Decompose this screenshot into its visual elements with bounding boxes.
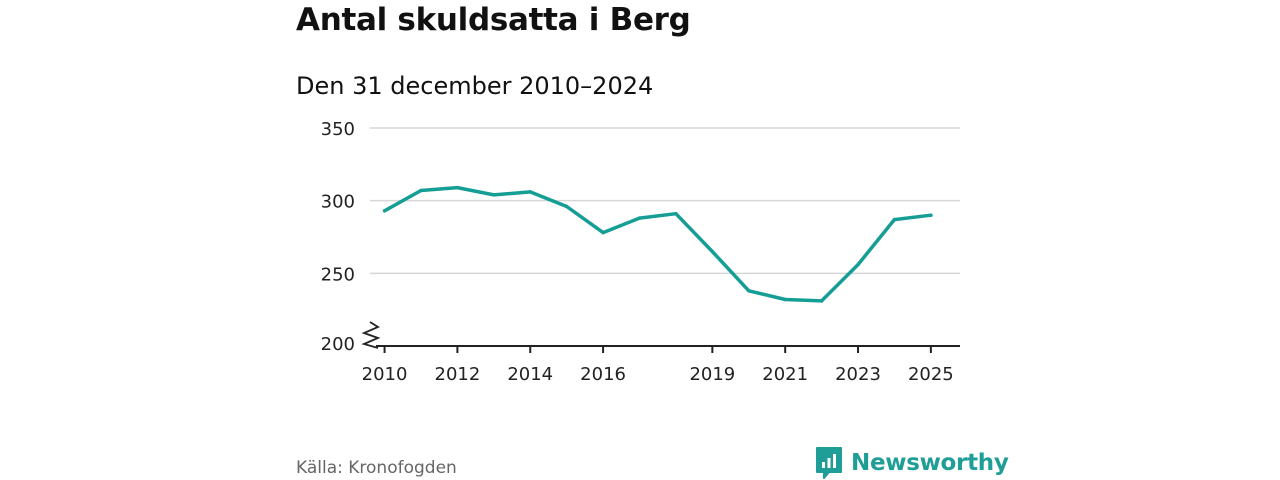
- data-point-2015: [564, 204, 569, 209]
- series-line-0: [382, 185, 933, 303]
- x-tick-label-2021: 2021: [762, 364, 808, 385]
- data-point-2022: [819, 299, 824, 303]
- x-tick-label-2025: 2025: [908, 364, 954, 385]
- data-point-2018: [674, 212, 678, 216]
- chart-title: Antal skuldsatta i Berg: [296, 2, 691, 38]
- data-point-2011: [419, 188, 423, 193]
- data-point-2012: [455, 185, 460, 190]
- x-tick-label-2019: 2019: [689, 364, 735, 385]
- y-tick-label-250: 250: [321, 264, 355, 285]
- data-point-2019: [710, 249, 715, 254]
- y-tick-label-300: 300: [321, 192, 355, 213]
- x-axis: [361, 321, 960, 349]
- x-tick-label-2016: 2016: [580, 364, 626, 385]
- x-tick-label-2012: 2012: [435, 364, 481, 385]
- grid-lines: [370, 127, 960, 275]
- x-tick-label-2010: 2010: [362, 364, 408, 385]
- line-chart: 200 250 300 350 2010 2012 2014 2016 2019 2021 202…: [321, 119, 960, 385]
- series-layer: [382, 185, 933, 303]
- data-point-2010: [382, 209, 387, 213]
- x-tick-label-2014: 2014: [507, 364, 553, 385]
- data-point-2016: [601, 230, 605, 235]
- chart-subtitle: Den 31 december 2010–2024: [296, 72, 654, 100]
- x-tick-label-2023: 2023: [835, 364, 881, 385]
- source-note: Källa: Kronofogden: [296, 458, 457, 478]
- y-tick-label-200: 200: [321, 334, 355, 355]
- data-point-2013: [492, 193, 496, 197]
- data-point-2025: [929, 213, 933, 217]
- data-point-2023: [856, 262, 860, 267]
- brand-logo: Newsworthy: [815, 446, 1009, 480]
- y-tick-label-350: 350: [321, 119, 355, 140]
- data-point-2021: [783, 297, 787, 302]
- data-point-2017: [637, 216, 642, 220]
- data-point-2014: [528, 190, 532, 194]
- data-point-2024: [892, 217, 897, 222]
- y-axis-tick-labels: 200 250 300 350: [321, 119, 355, 355]
- x-axis-ticks: 2010 2012 2014 2016 2019 2021 2023 2025: [362, 346, 954, 385]
- bar-chart-logo-icon: [816, 447, 842, 479]
- axis-break-mark: [361, 321, 381, 349]
- brand-name: Newsworthy: [851, 450, 1009, 476]
- data-point-2020: [747, 289, 751, 293]
